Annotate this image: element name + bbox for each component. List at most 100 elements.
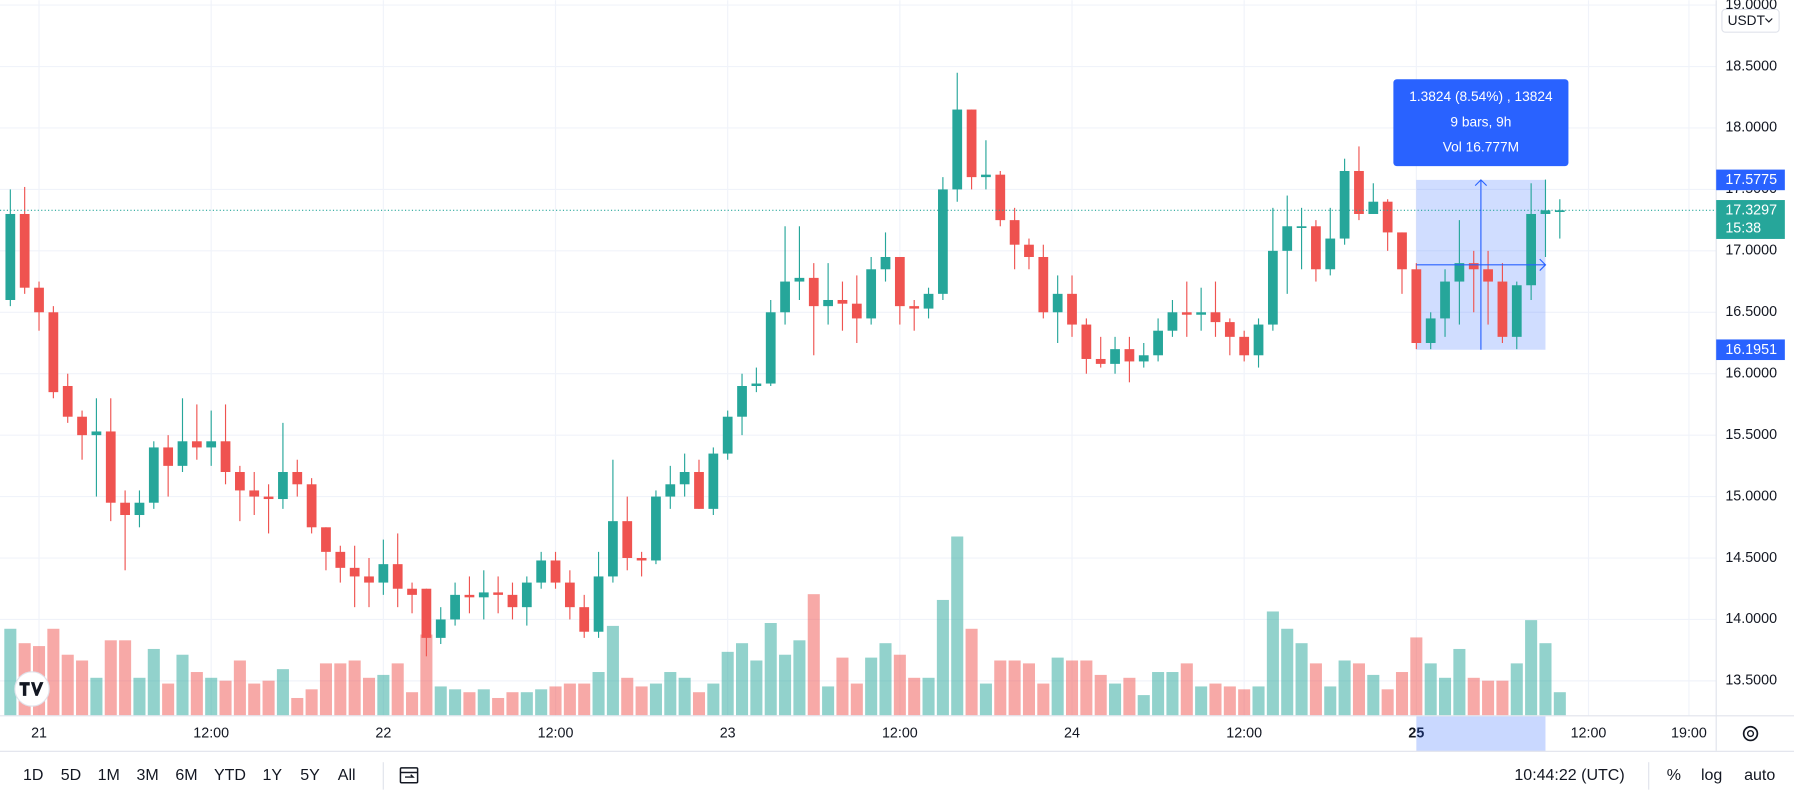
candle-body bbox=[48, 312, 59, 393]
candle-body bbox=[1397, 232, 1407, 270]
date-range-icon[interactable] bbox=[399, 767, 419, 784]
range-button[interactable]: 6M bbox=[175, 767, 197, 784]
volume-bar bbox=[965, 628, 978, 716]
candle-body bbox=[593, 576, 604, 632]
candle-body bbox=[249, 490, 260, 497]
candle-body bbox=[478, 592, 489, 598]
candle-body bbox=[1110, 349, 1120, 364]
y-tick-label: 18.5000 bbox=[1725, 58, 1777, 74]
candle-body bbox=[19, 213, 30, 288]
candle-body bbox=[665, 484, 676, 497]
y-tick-label: 15.0000 bbox=[1725, 488, 1777, 504]
y-tick-label: 13.5000 bbox=[1725, 673, 1777, 689]
option-button[interactable]: auto bbox=[1744, 767, 1775, 784]
volume-bar bbox=[1352, 663, 1365, 716]
candle-body bbox=[866, 269, 877, 319]
candle-body bbox=[421, 588, 432, 638]
candle-body bbox=[191, 441, 202, 448]
range-button[interactable]: All bbox=[338, 767, 356, 784]
y-tick-label: 14.5000 bbox=[1725, 550, 1777, 566]
volume-bar bbox=[205, 677, 218, 716]
option-button[interactable]: log bbox=[1701, 767, 1722, 784]
volume-bar bbox=[1166, 672, 1179, 716]
range-button[interactable]: 1Y bbox=[263, 767, 283, 784]
candle-body bbox=[450, 594, 460, 620]
range-button[interactable]: 1D bbox=[23, 767, 43, 784]
range-button[interactable]: 5D bbox=[61, 767, 81, 784]
candle-body bbox=[235, 472, 245, 491]
candle-body bbox=[823, 299, 833, 307]
volume-bar bbox=[233, 660, 246, 716]
price-tag bbox=[1716, 169, 1785, 191]
volume-bar bbox=[477, 689, 490, 716]
currency-button[interactable] bbox=[1721, 8, 1780, 33]
volume-bar bbox=[1065, 660, 1079, 716]
volume-bar bbox=[807, 594, 820, 716]
candle-body bbox=[435, 619, 446, 638]
candle-body bbox=[1325, 238, 1336, 270]
option-button[interactable]: % bbox=[1667, 767, 1681, 784]
candle-body bbox=[679, 472, 690, 485]
volume-bar bbox=[391, 663, 404, 716]
candle-body bbox=[995, 174, 1006, 221]
candle-body bbox=[1196, 312, 1207, 315]
candle-body bbox=[1024, 244, 1034, 257]
candle-body bbox=[206, 441, 217, 448]
candle-body bbox=[694, 472, 704, 509]
candle-body bbox=[981, 174, 991, 178]
volume-bar bbox=[1209, 683, 1222, 716]
volume-bar bbox=[434, 686, 447, 716]
candle-body bbox=[1167, 312, 1178, 331]
volume-bar bbox=[592, 672, 605, 716]
candle-body bbox=[1511, 285, 1522, 337]
candle-body bbox=[708, 453, 719, 509]
candle-body bbox=[464, 594, 475, 598]
candle-body bbox=[1382, 201, 1393, 233]
volume-bar bbox=[1022, 663, 1035, 716]
volume-bar bbox=[262, 680, 275, 716]
settings-icon[interactable] bbox=[1742, 725, 1759, 742]
candle-body bbox=[1483, 269, 1493, 282]
volume-bar bbox=[994, 660, 1007, 716]
volume-bar bbox=[147, 648, 160, 716]
candle-body bbox=[751, 383, 762, 386]
volume-bar bbox=[879, 643, 892, 716]
candle-body bbox=[1497, 281, 1508, 337]
measure-time-range bbox=[1416, 716, 1546, 751]
candle-body bbox=[349, 567, 360, 577]
currency-caret bbox=[1764, 18, 1773, 23]
measure-tooltip-text: 1.3824 (8.54%) , 13824 bbox=[1409, 89, 1553, 104]
volume-bar bbox=[1037, 683, 1050, 716]
candle-body bbox=[1181, 312, 1192, 315]
volume-bar bbox=[291, 697, 304, 716]
candle-body bbox=[1067, 293, 1077, 325]
volume-bar bbox=[1439, 677, 1452, 716]
x-tick-label: 12:00 bbox=[1226, 725, 1262, 741]
candle-body bbox=[564, 582, 575, 608]
volume-bar bbox=[692, 692, 706, 716]
price-tag-label: 16.1951 bbox=[1725, 342, 1777, 358]
range-button[interactable]: YTD bbox=[214, 767, 246, 784]
range-button[interactable]: 1M bbox=[98, 767, 120, 784]
x-tick-label: 23 bbox=[720, 725, 736, 741]
candle-body bbox=[105, 431, 116, 503]
volume-bar bbox=[707, 683, 720, 716]
measure-tooltip-text: Vol 16.777M bbox=[1443, 139, 1519, 154]
volume-bar bbox=[649, 683, 662, 716]
candle-body bbox=[378, 564, 389, 583]
volume-bar bbox=[1496, 680, 1509, 716]
candle-body bbox=[1526, 213, 1536, 286]
volume-bar bbox=[219, 680, 232, 716]
volume-bar bbox=[736, 643, 749, 716]
range-button[interactable]: 5Y bbox=[300, 767, 320, 784]
clock: 10:44:22 (UTC) bbox=[1514, 767, 1624, 784]
volume-bar bbox=[1539, 643, 1552, 716]
candle-body bbox=[808, 277, 819, 307]
candle-body bbox=[1138, 355, 1149, 362]
y-tick-label: 16.0000 bbox=[1725, 365, 1777, 381]
range-button[interactable]: 3M bbox=[136, 767, 158, 784]
volume-bar bbox=[1223, 686, 1236, 716]
candle-body bbox=[1354, 170, 1364, 214]
candle-body bbox=[938, 189, 948, 294]
